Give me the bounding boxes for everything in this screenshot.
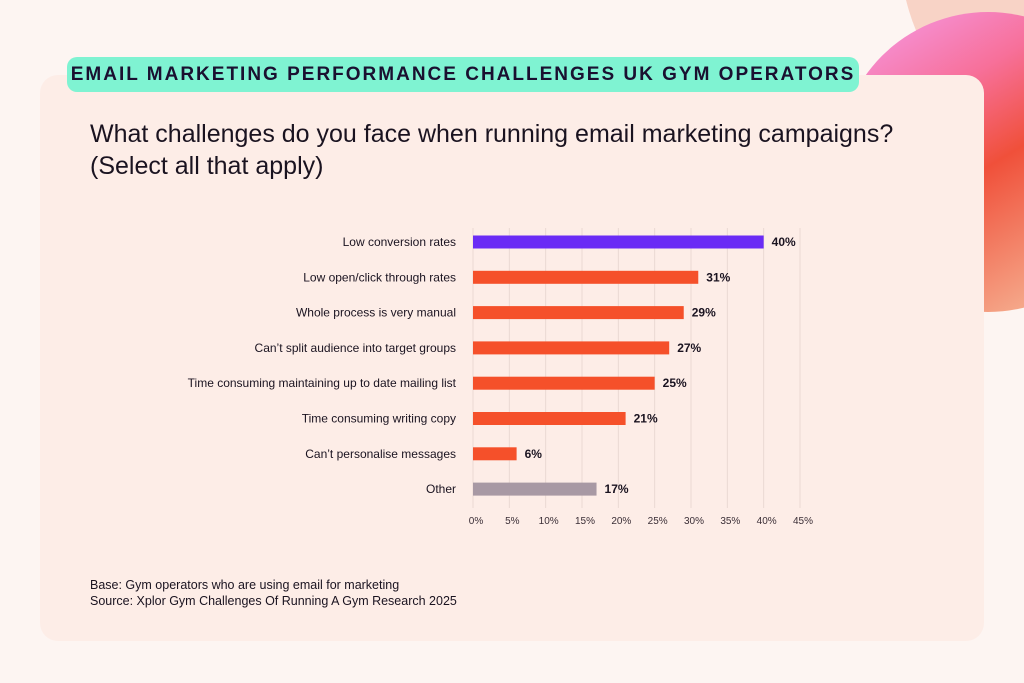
bar xyxy=(473,447,517,461)
x-tick-label: 20% xyxy=(611,516,631,527)
data-label: 40% xyxy=(772,235,796,249)
category-label: Time consuming maintaining up to date ma… xyxy=(188,376,457,390)
bar xyxy=(473,412,626,425)
category-label: Can’t split audience into target groups xyxy=(255,341,456,355)
bar xyxy=(473,306,684,320)
data-label: 6% xyxy=(525,447,543,461)
category-label: Time consuming writing copy xyxy=(302,412,456,426)
x-tick-label: 15% xyxy=(575,516,595,527)
bar xyxy=(473,376,655,390)
category-label: Whole process is very manual xyxy=(296,306,456,320)
x-tick-label: 45% xyxy=(793,516,813,527)
data-label: 29% xyxy=(692,306,716,320)
source-note: Source: Xplor Gym Challenges Of Running … xyxy=(90,594,457,608)
data-label: 31% xyxy=(706,270,730,284)
x-tick-label: 25% xyxy=(648,516,668,527)
x-tick-label: 5% xyxy=(505,516,520,527)
data-label: 25% xyxy=(663,376,687,390)
header-badge: EMAIL MARKETING PERFORMANCE CHALLENGES U… xyxy=(67,57,859,92)
x-tick-label: 35% xyxy=(720,516,740,527)
base-note: Base: Gym operators who are using email … xyxy=(90,578,400,592)
bar xyxy=(473,270,699,284)
footnotes: Base: Gym operators who are using email … xyxy=(90,577,457,609)
x-tick-label: 40% xyxy=(757,516,777,527)
bar xyxy=(473,235,764,249)
category-label: Low conversion rates xyxy=(343,235,456,249)
chart-card xyxy=(40,75,984,641)
bar xyxy=(473,341,670,355)
chart-title: What challenges do you face when running… xyxy=(90,120,894,180)
x-tick-label: 30% xyxy=(684,516,704,527)
category-label: Can’t personalise messages xyxy=(305,447,456,461)
x-tick-label: 0% xyxy=(469,516,484,527)
x-tick-label: 10% xyxy=(539,516,559,527)
data-label: 27% xyxy=(677,341,701,355)
category-label: Low open/click through rates xyxy=(303,270,456,284)
data-label: 17% xyxy=(605,482,629,496)
data-label: 21% xyxy=(634,412,658,426)
bar xyxy=(473,482,597,496)
category-label: Other xyxy=(426,482,456,496)
